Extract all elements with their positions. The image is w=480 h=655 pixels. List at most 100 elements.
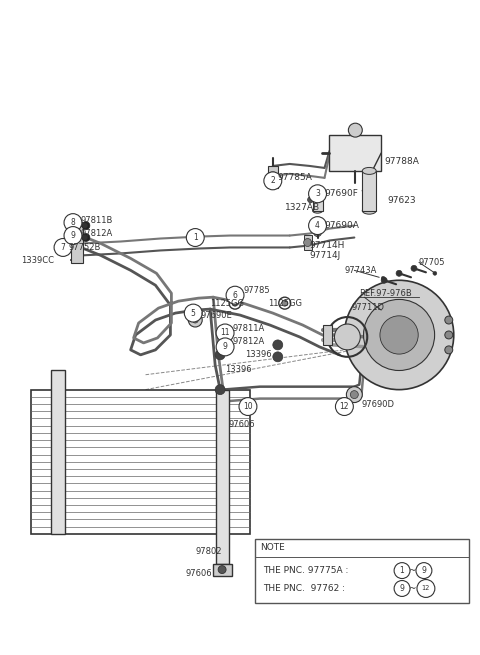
Text: NOTE: NOTE — [260, 543, 285, 552]
Circle shape — [344, 280, 454, 390]
Circle shape — [188, 313, 202, 327]
Text: 5: 5 — [191, 309, 196, 318]
Bar — [304, 234, 312, 250]
Text: 97606: 97606 — [185, 569, 212, 578]
Bar — [255, 539, 468, 603]
Circle shape — [216, 338, 234, 356]
Circle shape — [394, 580, 410, 597]
Bar — [216, 390, 228, 563]
Text: 97812A: 97812A — [232, 337, 264, 346]
Circle shape — [221, 341, 229, 349]
Text: 3: 3 — [315, 189, 320, 198]
Text: ~: ~ — [408, 584, 416, 593]
Circle shape — [184, 304, 202, 322]
Circle shape — [363, 299, 434, 371]
Text: 12: 12 — [340, 402, 349, 411]
Circle shape — [273, 352, 283, 362]
Circle shape — [221, 326, 229, 334]
Bar — [362, 171, 376, 211]
Text: 97714J: 97714J — [310, 251, 341, 260]
Text: 8: 8 — [71, 218, 75, 227]
Bar — [51, 370, 65, 534]
Text: 97802: 97802 — [195, 547, 222, 556]
Circle shape — [216, 324, 234, 342]
Text: 2: 2 — [270, 176, 275, 185]
Circle shape — [226, 286, 244, 304]
Ellipse shape — [312, 208, 323, 213]
Text: 97785: 97785 — [244, 286, 271, 295]
Text: REF.97-976B: REF.97-976B — [360, 289, 412, 298]
Text: 6: 6 — [233, 291, 238, 300]
Bar — [329, 135, 381, 171]
Circle shape — [417, 580, 435, 597]
Circle shape — [83, 223, 87, 228]
Circle shape — [239, 398, 257, 415]
Circle shape — [215, 384, 225, 394]
Circle shape — [229, 297, 241, 309]
Circle shape — [445, 331, 453, 339]
Text: 97705: 97705 — [419, 258, 445, 267]
Circle shape — [416, 563, 432, 578]
Text: 97690E: 97690E — [200, 310, 232, 320]
Circle shape — [192, 317, 198, 323]
Text: 97752B: 97752B — [69, 243, 101, 252]
Ellipse shape — [312, 186, 323, 191]
Circle shape — [218, 566, 226, 574]
Circle shape — [411, 265, 417, 271]
Circle shape — [215, 350, 225, 360]
Circle shape — [282, 300, 288, 306]
Circle shape — [304, 238, 312, 246]
Circle shape — [64, 214, 82, 232]
Circle shape — [309, 217, 326, 234]
Bar — [312, 189, 323, 211]
Text: THE PNC.  97762 :: THE PNC. 97762 : — [263, 584, 345, 593]
Circle shape — [82, 234, 90, 242]
Circle shape — [396, 271, 402, 276]
Circle shape — [54, 238, 72, 256]
Circle shape — [350, 390, 358, 399]
Text: 97690D: 97690D — [361, 400, 394, 409]
Circle shape — [264, 172, 282, 190]
Text: 97811B: 97811B — [81, 216, 113, 225]
Circle shape — [348, 123, 362, 137]
Text: 1: 1 — [400, 566, 405, 575]
Text: 97743A: 97743A — [344, 266, 377, 275]
Bar — [31, 390, 250, 534]
Text: 97690A: 97690A — [324, 221, 360, 230]
Text: 97606: 97606 — [228, 420, 255, 429]
Text: 1125GG: 1125GG — [268, 299, 302, 308]
Circle shape — [380, 316, 418, 354]
Text: 9: 9 — [223, 343, 228, 351]
Circle shape — [268, 172, 278, 182]
Text: 1125GG: 1125GG — [210, 299, 244, 308]
Circle shape — [83, 235, 87, 240]
Text: 9: 9 — [400, 584, 405, 593]
Circle shape — [232, 300, 238, 306]
Text: 9: 9 — [421, 566, 426, 575]
Circle shape — [308, 196, 313, 203]
Text: 97785A: 97785A — [278, 174, 312, 182]
Ellipse shape — [362, 168, 376, 174]
Circle shape — [64, 227, 82, 244]
Text: 13396: 13396 — [225, 365, 252, 374]
Text: 1327AB: 1327AB — [285, 203, 320, 212]
Text: 1: 1 — [193, 233, 198, 242]
Circle shape — [381, 277, 387, 283]
Circle shape — [186, 229, 204, 246]
Circle shape — [279, 297, 291, 309]
Circle shape — [273, 340, 283, 350]
Bar — [268, 166, 278, 188]
Text: 97714H: 97714H — [310, 241, 345, 250]
Text: 4: 4 — [315, 221, 320, 230]
Text: 97623: 97623 — [387, 196, 416, 205]
Text: 97788A: 97788A — [384, 157, 419, 166]
Circle shape — [82, 221, 90, 229]
Text: 97811A: 97811A — [232, 324, 264, 333]
Text: 10: 10 — [243, 402, 253, 411]
Text: THE PNC. 97775A :: THE PNC. 97775A : — [263, 566, 348, 575]
Circle shape — [445, 316, 453, 324]
Bar — [213, 563, 231, 576]
Text: 1339CC: 1339CC — [21, 256, 54, 265]
Circle shape — [309, 185, 326, 203]
Text: 11: 11 — [220, 328, 230, 337]
